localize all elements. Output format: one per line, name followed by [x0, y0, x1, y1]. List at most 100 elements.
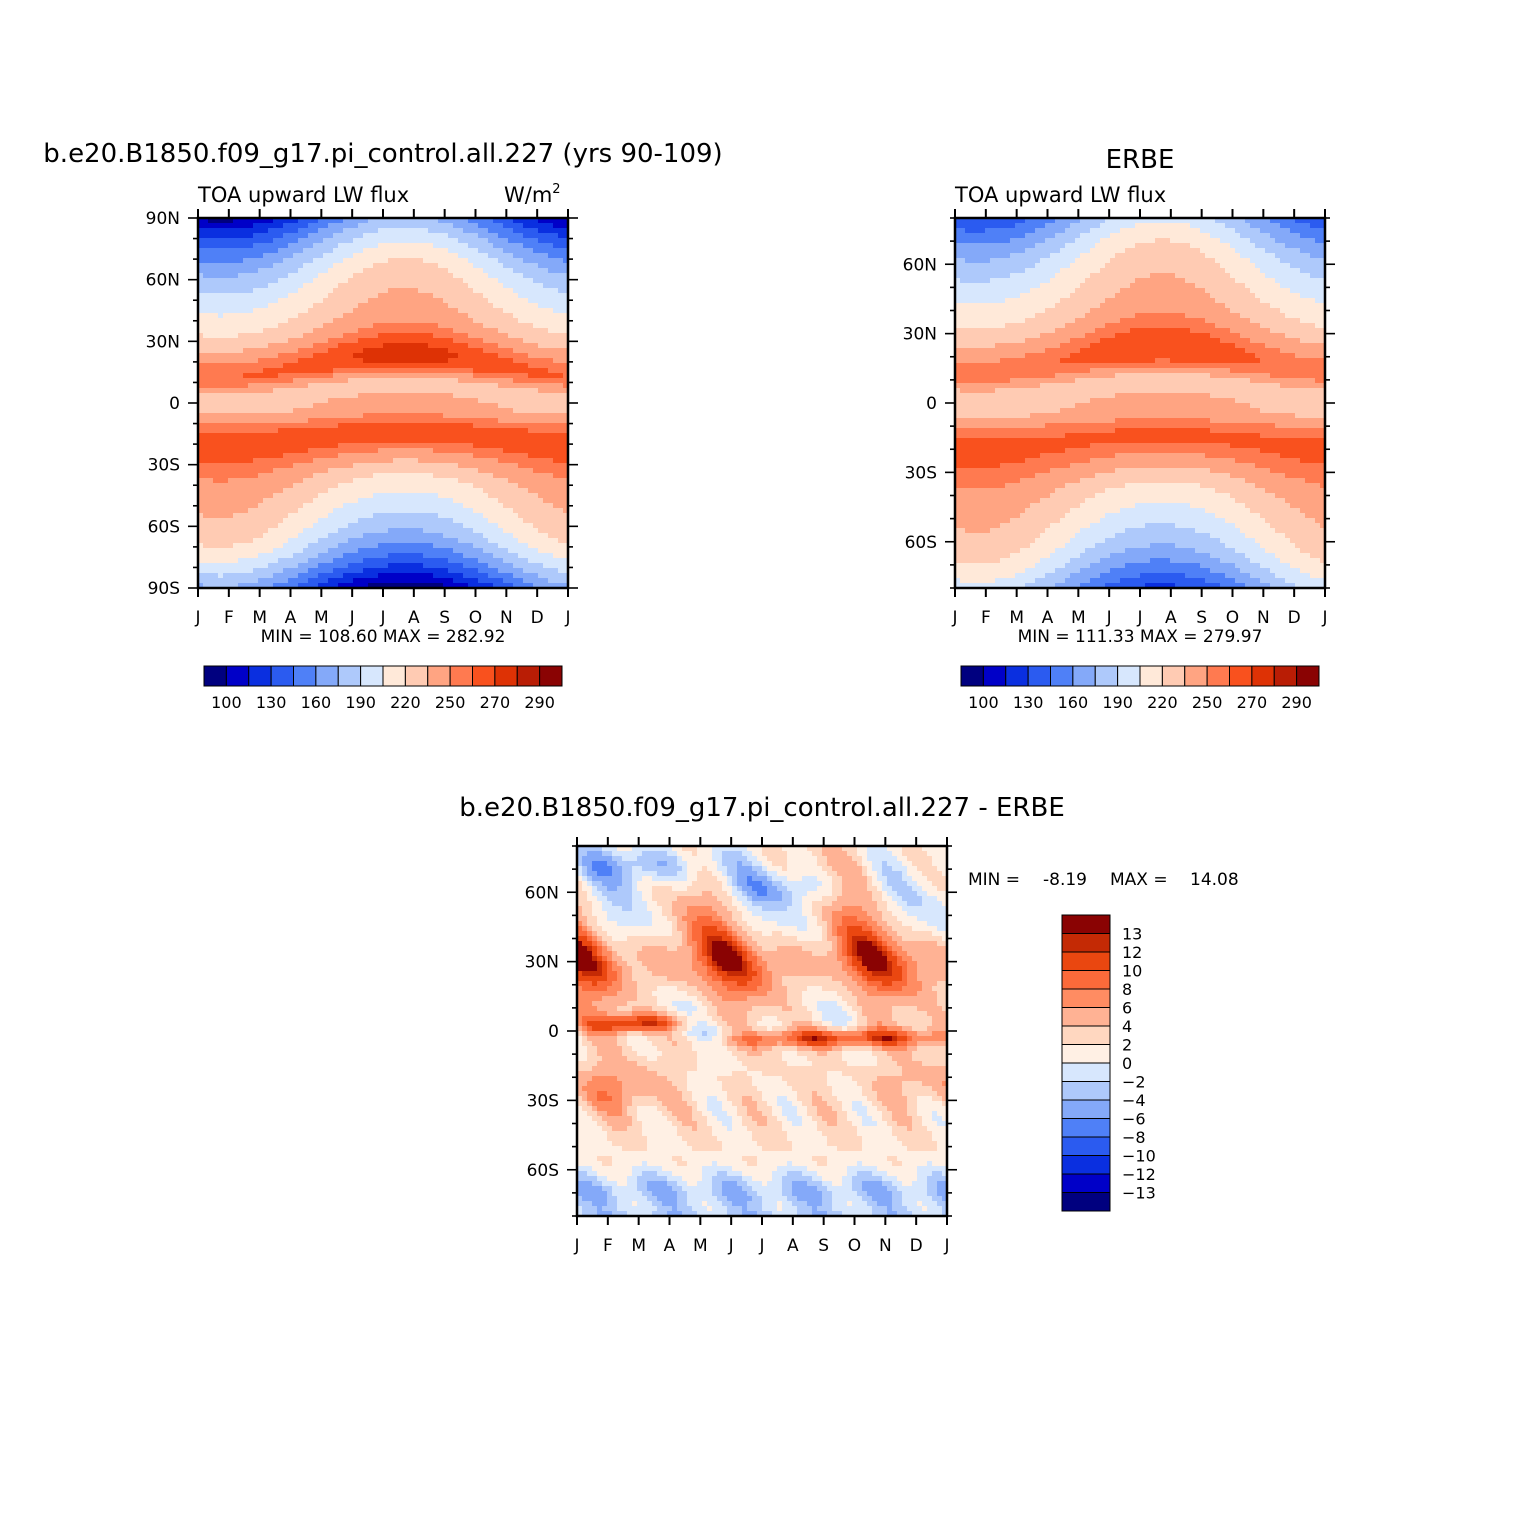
field-cell: [238, 458, 244, 464]
field-cell: [468, 283, 474, 289]
field-cell: [468, 428, 474, 434]
field-cell: [253, 233, 259, 239]
field-cell: [403, 228, 409, 234]
field-cell: [448, 323, 454, 329]
field-cell: [418, 513, 424, 519]
field-cell: [493, 448, 499, 454]
field-cell: [398, 298, 404, 304]
field-cell: [223, 348, 229, 354]
field-cell: [458, 458, 464, 464]
field-cell: [253, 223, 259, 229]
field-cell: [503, 223, 509, 229]
field-cell: [258, 398, 264, 404]
field-cell: [258, 518, 264, 524]
field-cell: [368, 413, 374, 419]
field-cell: [443, 298, 449, 304]
field-cell: [318, 393, 324, 399]
field-cell: [258, 548, 264, 554]
field-cell: [488, 253, 494, 259]
field-cell: [418, 283, 424, 289]
field-cell: [398, 543, 404, 549]
field-cell: [513, 473, 519, 479]
field-cell: [353, 393, 359, 399]
field-cell: [413, 473, 419, 479]
field-cell: [508, 288, 514, 294]
field-cell: [533, 358, 539, 364]
field-cell: [518, 258, 524, 264]
field-cell: [243, 443, 249, 449]
field-cell: [273, 388, 279, 394]
field-cell: [298, 283, 304, 289]
field-cell: [528, 518, 534, 524]
field-cell: [518, 243, 524, 249]
field-cell: [483, 438, 489, 444]
field-cell: [233, 263, 239, 269]
field-cell: [328, 523, 334, 529]
field-cell: [473, 498, 479, 504]
field-cell: [383, 503, 389, 509]
field-cell: [213, 363, 219, 369]
field-cell: [238, 408, 244, 414]
field-cell: [203, 453, 209, 459]
field-cell: [458, 548, 464, 554]
field-cell: [483, 473, 489, 479]
field-cell: [248, 323, 254, 329]
field-cell: [548, 273, 554, 279]
field-cell: [248, 393, 254, 399]
field-cell: [363, 553, 369, 559]
field-cell: [413, 223, 419, 229]
field-cell: [543, 348, 549, 354]
field-cell: [438, 518, 444, 524]
field-cell: [533, 258, 539, 264]
field-cell: [433, 523, 439, 529]
field-cell: [393, 483, 399, 489]
field-cell: [443, 233, 449, 239]
field-cell: [368, 358, 374, 364]
field-cell: [503, 273, 509, 279]
field-cell: [318, 293, 324, 299]
field-cell: [523, 453, 529, 459]
field-cell: [563, 278, 569, 284]
field-cell: [433, 303, 439, 309]
field-cell: [323, 393, 329, 399]
field-cell: [343, 508, 349, 514]
field-cell: [263, 508, 269, 514]
field-cell: [408, 328, 414, 334]
field-cell: [513, 253, 519, 259]
field-cell: [288, 458, 294, 464]
field-cell: [488, 538, 494, 544]
field-cell: [308, 238, 314, 244]
field-cell: [538, 288, 544, 294]
field-cell: [203, 238, 209, 244]
field-cell: [373, 238, 379, 244]
field-cell: [493, 283, 499, 289]
field-cell: [463, 253, 469, 259]
field-cell: [298, 348, 304, 354]
field-cell: [333, 528, 339, 534]
field-cell: [378, 333, 384, 339]
field-cell: [323, 528, 329, 534]
field-cell: [508, 533, 514, 539]
field-cell: [543, 353, 549, 359]
field-cell: [353, 358, 359, 364]
field-cell: [533, 278, 539, 284]
field-cell: [233, 313, 239, 319]
field-cell: [388, 543, 394, 549]
field-cell: [213, 373, 219, 379]
field-cell: [313, 308, 319, 314]
field-cell: [238, 518, 244, 524]
field-cell: [423, 268, 429, 274]
field-cell: [353, 253, 359, 259]
field-cell: [353, 388, 359, 394]
field-cell: [263, 418, 269, 424]
field-cell: [563, 293, 569, 299]
field-cell: [363, 228, 369, 234]
field-cell: [293, 228, 299, 234]
field-cell: [238, 333, 244, 339]
field-cell: [213, 283, 219, 289]
field-cell: [418, 528, 424, 534]
field-cell: [218, 218, 224, 224]
field-cell: [228, 348, 234, 354]
field-cell: [353, 333, 359, 339]
field-cell: [518, 443, 524, 449]
